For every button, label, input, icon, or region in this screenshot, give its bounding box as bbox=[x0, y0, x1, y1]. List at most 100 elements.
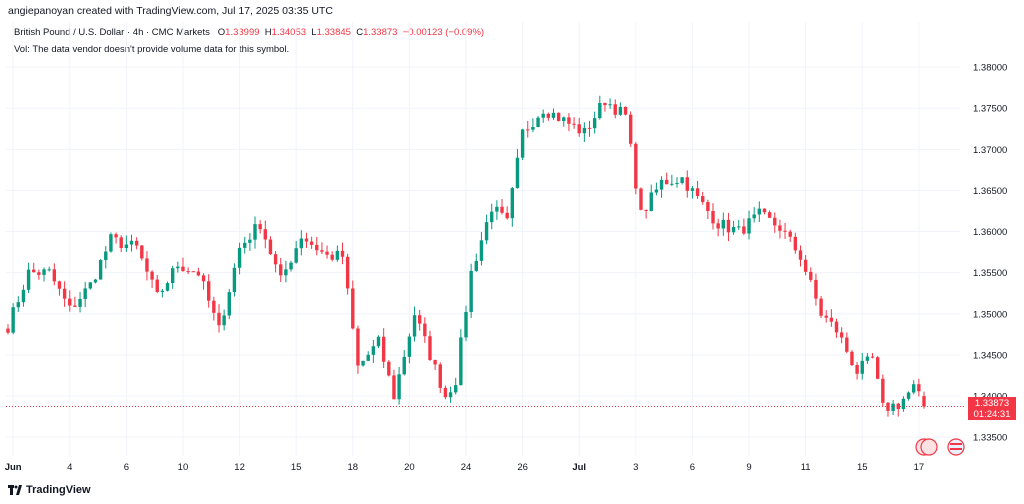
close-label: C bbox=[356, 27, 364, 38]
candle-body bbox=[515, 157, 520, 189]
candle-body bbox=[217, 312, 221, 326]
candle-body bbox=[695, 188, 700, 197]
candle-body bbox=[814, 279, 818, 299]
candle-body bbox=[119, 237, 123, 249]
economic-event-icon[interactable] bbox=[920, 438, 938, 456]
candle-body bbox=[227, 292, 231, 316]
x-tick-label: 6 bbox=[690, 462, 695, 473]
candle-body bbox=[299, 238, 304, 249]
candle-body bbox=[747, 218, 751, 234]
candle-body bbox=[459, 337, 463, 386]
candle-body bbox=[320, 250, 324, 252]
y-tick-label: 1.36500 bbox=[973, 186, 1007, 197]
candle-body bbox=[68, 298, 72, 306]
candle-body bbox=[309, 241, 314, 245]
candle-body bbox=[762, 208, 767, 213]
candle-body bbox=[716, 223, 720, 229]
candle-body bbox=[433, 360, 437, 365]
candle-body bbox=[520, 129, 525, 158]
candle-body bbox=[922, 396, 926, 407]
volume-note: Vol: The data vendor doesn't provide vol… bbox=[14, 44, 290, 55]
candle-body bbox=[680, 177, 684, 183]
x-tick-label: Jun bbox=[5, 462, 22, 473]
candle-body bbox=[592, 118, 597, 129]
candle-body bbox=[582, 127, 587, 134]
candle-body bbox=[639, 188, 643, 210]
candle-body bbox=[371, 346, 376, 355]
candle-body bbox=[896, 403, 900, 410]
candle-body bbox=[737, 226, 741, 228]
candle-body bbox=[778, 225, 782, 231]
candle-body bbox=[392, 375, 396, 400]
candle-body bbox=[917, 384, 921, 392]
us-flag-stripe bbox=[950, 448, 962, 450]
candle-body bbox=[42, 269, 46, 275]
candle-body bbox=[62, 288, 67, 299]
candle-body bbox=[145, 258, 149, 272]
candle-body bbox=[654, 189, 659, 193]
y-axis-ticks: 1.38000 1.37500 1.37000 1.36500 1.36000 1.355… bbox=[973, 63, 1007, 444]
candle-body bbox=[824, 315, 828, 318]
x-tick-label: 6 bbox=[124, 462, 129, 473]
y-tick-label: 1.38000 bbox=[973, 63, 1007, 74]
candle-body bbox=[222, 315, 226, 326]
candle-body bbox=[608, 104, 612, 106]
low-value: 1.33845 bbox=[316, 27, 351, 38]
candle-body bbox=[289, 262, 293, 270]
y-tick-label: 1.35500 bbox=[973, 268, 1007, 279]
candle-body bbox=[402, 356, 406, 375]
candle-body bbox=[366, 354, 370, 361]
candle-body bbox=[248, 239, 252, 243]
candle-body bbox=[526, 129, 530, 131]
candle-body bbox=[268, 239, 273, 255]
candle-body bbox=[114, 234, 118, 238]
last-price-value: 1.33873 bbox=[974, 398, 1010, 409]
symbol-title[interactable]: British Pound / U.S. Dollar · 4h · CMC M… bbox=[14, 27, 210, 38]
candle-body bbox=[731, 227, 736, 233]
candle-body bbox=[134, 240, 139, 246]
candle-body bbox=[670, 183, 674, 185]
candle-body bbox=[361, 360, 365, 366]
low-label: L bbox=[311, 27, 317, 38]
candle-body bbox=[603, 103, 607, 106]
candle-body bbox=[330, 254, 334, 260]
candle-body bbox=[57, 281, 62, 289]
candle-body bbox=[572, 123, 576, 125]
candle-body bbox=[798, 250, 803, 260]
candle-body bbox=[495, 206, 499, 212]
candle-body bbox=[809, 271, 813, 280]
candle-body bbox=[387, 361, 391, 376]
candle-body bbox=[181, 266, 185, 272]
candle-body bbox=[258, 224, 262, 230]
candle-body bbox=[659, 179, 664, 190]
candle-body bbox=[767, 212, 772, 218]
candle-body bbox=[340, 250, 345, 257]
candle-body bbox=[793, 236, 798, 251]
x-tick-label: 17 bbox=[914, 462, 925, 473]
us-flag-icon[interactable] bbox=[947, 438, 965, 456]
candle-body bbox=[284, 269, 288, 276]
candle-body bbox=[37, 272, 41, 275]
candle-body bbox=[891, 403, 895, 411]
event-flags[interactable] bbox=[915, 438, 965, 456]
candle-body bbox=[469, 270, 473, 312]
x-tick-label: 15 bbox=[857, 462, 868, 473]
candle-body bbox=[881, 378, 885, 403]
candle-body bbox=[865, 356, 870, 361]
candle-body bbox=[212, 300, 216, 313]
candle-body bbox=[124, 244, 129, 249]
candle-body bbox=[788, 231, 792, 237]
candle-body bbox=[345, 256, 350, 289]
x-tick-label: 10 bbox=[178, 462, 189, 473]
candle-body bbox=[644, 209, 648, 211]
candle-body bbox=[484, 222, 489, 241]
candle-body bbox=[628, 114, 633, 144]
candle-body bbox=[855, 365, 859, 374]
candle-body bbox=[73, 305, 77, 307]
x-tick-label: 24 bbox=[461, 462, 472, 473]
candle-body bbox=[690, 188, 695, 191]
tradingview-logo[interactable]: TradingView bbox=[8, 484, 91, 496]
candle-body bbox=[839, 332, 844, 338]
candle-body bbox=[551, 112, 556, 118]
